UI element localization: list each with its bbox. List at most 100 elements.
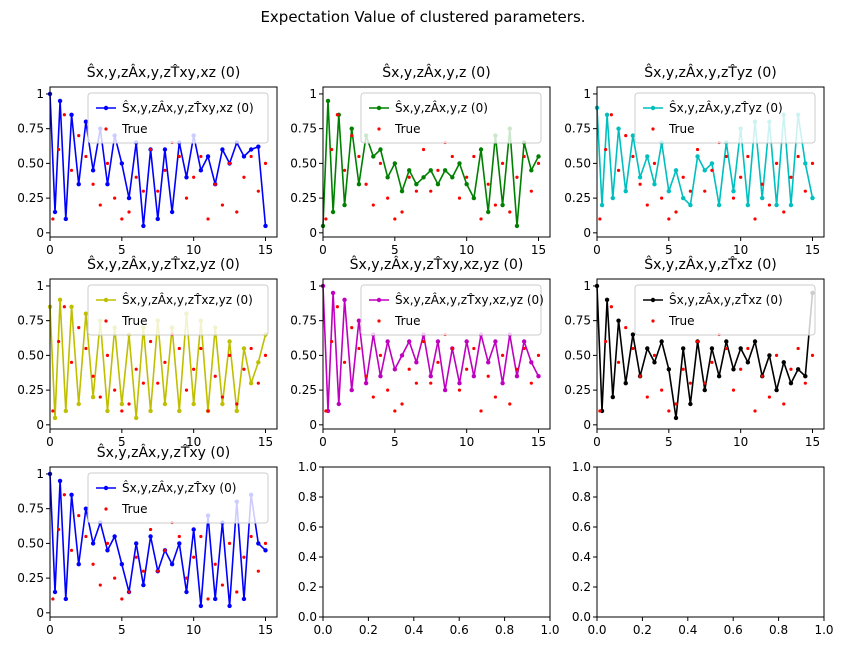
true-point: [421, 147, 426, 152]
true-point: [767, 395, 772, 399]
series-point: [774, 202, 779, 208]
series-point: [119, 401, 125, 407]
subplot-title: Ŝx,y,zÂx,y,zT̂xz,yz (0): [87, 255, 240, 273]
series-point: [90, 168, 96, 173]
legend: Ŝx,y,zÂx,y,zT̂xz (0) True: [634, 284, 816, 336]
y-tick-label: 0: [583, 418, 591, 432]
true-point: [508, 210, 512, 214]
legend-true-swatch: [651, 127, 655, 131]
series-point: [148, 408, 153, 414]
true-point: [220, 203, 225, 207]
series-point: [52, 209, 58, 215]
true-point: [796, 346, 800, 351]
y-tick-label: 1: [309, 87, 317, 101]
axes-frame: [322, 86, 551, 238]
true-point: [192, 367, 196, 371]
subplot-8: 0.0 0.2 0.4 0.6 0.8 1.0 0.0 0.2 0.4 0.6 0.8 1.0: [298, 460, 560, 637]
x-tick-label: 0.8: [495, 623, 514, 637]
true-point: [429, 189, 433, 193]
legend-marker-swatch: [103, 485, 109, 491]
true-point: [199, 534, 203, 539]
true-point: [638, 182, 642, 186]
series-point: [162, 147, 168, 152]
series-point: [399, 188, 405, 194]
series-point: [198, 168, 204, 173]
series-point: [637, 175, 643, 180]
true-point: [681, 175, 685, 179]
true-point: [51, 409, 55, 413]
y-tick-label: 0: [309, 226, 317, 240]
true-point: [134, 367, 138, 371]
true-point: [414, 381, 418, 385]
subplot-title: Ŝx,y,zÂx,y,zT̂xy (0): [97, 443, 231, 461]
true-point: [407, 367, 411, 371]
legend-label: Ŝx,y,zÂx,y,zT̂xz,yz (0): [122, 292, 253, 307]
series-point: [336, 401, 342, 407]
y-tick-label: 1: [36, 467, 44, 481]
series-point: [63, 216, 69, 222]
true-point: [148, 147, 153, 152]
true-point: [350, 134, 354, 138]
series-point: [774, 387, 779, 393]
true-point: [436, 168, 440, 172]
true-point: [393, 217, 397, 221]
series-point: [57, 297, 63, 303]
true-point: [450, 154, 454, 159]
series-point: [536, 374, 541, 379]
legend-box: [87, 284, 269, 336]
series-point: [659, 339, 664, 344]
x-tick-label: 0: [593, 435, 601, 449]
true-point: [51, 217, 55, 221]
true-point: [177, 154, 181, 159]
legend-label: True: [394, 314, 421, 328]
legend-true-swatch: [104, 319, 108, 323]
series-point: [256, 144, 261, 149]
true-point: [213, 182, 217, 186]
series-point: [399, 353, 405, 358]
true-point: [57, 147, 61, 152]
true-point: [472, 346, 476, 351]
true-point: [731, 388, 736, 392]
series-point: [385, 339, 390, 344]
series-point: [457, 380, 462, 386]
series-point: [76, 401, 81, 407]
true-point: [760, 182, 764, 186]
series-point: [349, 126, 354, 131]
true-point: [515, 367, 519, 371]
legend-box: [634, 92, 816, 144]
true-point: [148, 339, 153, 344]
series-point: [220, 147, 225, 152]
series-point: [731, 188, 736, 194]
series-point: [616, 318, 621, 323]
true-point: [782, 210, 786, 214]
x-tick-label: 0.0: [587, 623, 606, 637]
true-point: [760, 374, 764, 378]
series-point: [83, 311, 89, 316]
series-point: [342, 202, 347, 208]
true-point: [105, 353, 110, 357]
legend-true-swatch: [377, 127, 381, 131]
series-point: [83, 506, 89, 511]
series-point: [119, 161, 125, 166]
true-point: [660, 196, 664, 200]
true-point: [242, 367, 246, 371]
true-point: [652, 353, 657, 357]
true-point: [695, 339, 700, 344]
legend-label: Ŝx,y,zÂx,y,zT̂xy (0): [122, 480, 236, 495]
true-point: [184, 388, 189, 392]
legend: Ŝx,y,zÂx,y,zT̂xy,xz (0) True: [87, 92, 269, 144]
true-point: [220, 395, 225, 399]
series-point: [529, 360, 534, 365]
axes-frame: [322, 278, 551, 430]
true-point: [120, 597, 124, 601]
true-point: [134, 555, 138, 559]
x-tick-label: 15: [258, 623, 273, 637]
legend-box: [87, 472, 269, 524]
subplot-grid: Ŝx,y,zÂx,y,zT̂xy,xz (0)0 5 10 1500.250.500.…: [17, 63, 833, 637]
true-point: [479, 217, 483, 221]
true-point: [263, 353, 268, 357]
series-point: [521, 339, 527, 344]
x-tick-label: 15: [258, 435, 273, 449]
series-point: [248, 380, 254, 386]
true-point: [746, 154, 750, 159]
